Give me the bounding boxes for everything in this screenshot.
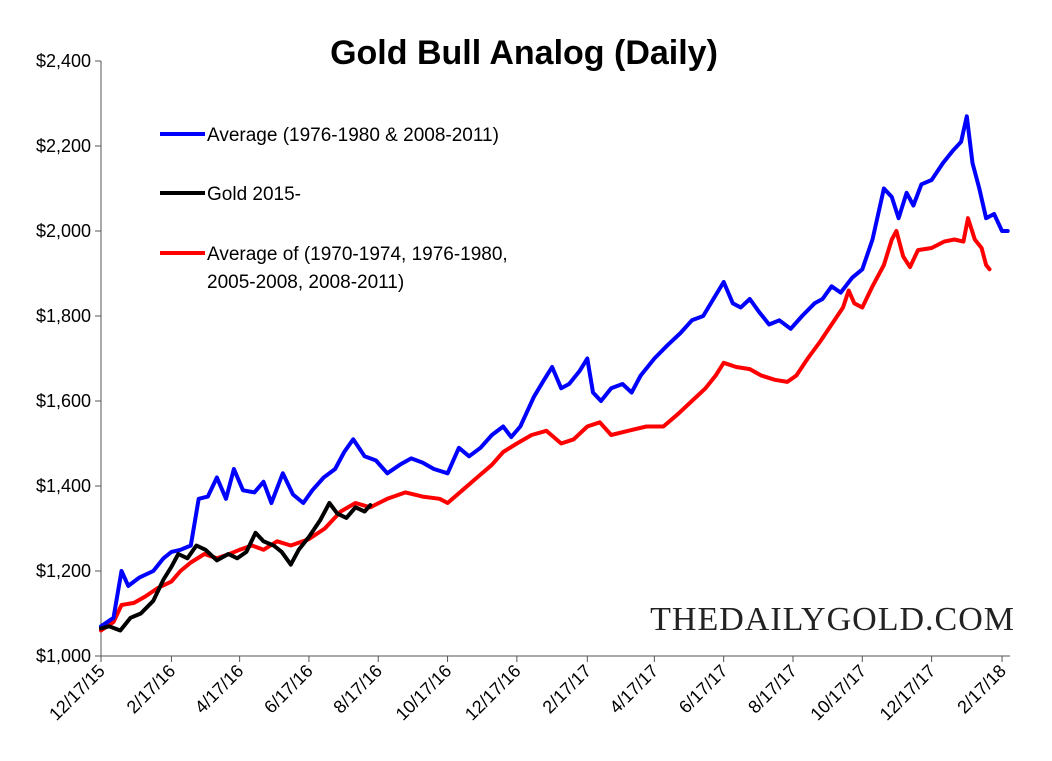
x-tick-label: 6/17/17 [675,661,732,718]
y-tick-label: $2,000 [36,221,91,241]
y-tick-label: $1,600 [36,391,91,411]
y-tick-label: $1,000 [36,646,91,666]
x-tick-label: 12/17/17 [876,661,940,725]
x-tick-label: 8/17/16 [329,661,386,718]
legend-label-gold-2015: Gold 2015- [207,184,301,205]
y-tick-label: $1,800 [36,306,91,326]
x-tick-label: 2/17/18 [953,661,1010,718]
axes [95,60,1010,662]
x-tick-label: 10/17/17 [806,661,870,725]
x-tick-labels: 12/17/15 2/17/16 4/17/16 6/17/16 8/17/16 10/1… [45,661,1010,725]
y-tick-label: $2,200 [36,136,91,156]
series-lines [99,114,1010,633]
y-tick-label: $1,400 [36,476,91,496]
x-tick-label: 12/17/16 [461,661,525,725]
x-tick-label: 4/17/16 [191,661,248,718]
x-tick-label: 2/17/17 [539,661,596,718]
legend-label-average-four-bulls: Average of (1970-1974, 1976-1980, 2005-20… [207,244,508,293]
x-tick-label: 8/17/17 [744,661,801,718]
legend: Average (1976-1980 & 2008-2011) Gold 201… [160,125,508,293]
x-tick-label: 2/17/16 [123,661,180,718]
y-tick-label: $2,400 [36,51,91,71]
x-tick-label: 4/17/17 [606,661,663,718]
x-tick-label: 12/17/15 [45,661,109,725]
y-tick-label: $1,200 [36,561,91,581]
chart-title: Gold Bull Analog (Daily) [330,34,718,72]
series-line-average-1976-2011 [99,114,1010,629]
watermark: THEDAILYGOLD.COM [650,601,1015,638]
y-tick-labels: $1,000 $1,200 $1,400 $1,600 $1,800 $2,000 $2,2… [36,51,91,666]
series-line-gold-2015 [99,501,373,633]
x-tick-label: 10/17/16 [392,661,456,725]
x-tick-label: 6/17/16 [260,661,317,718]
series-line-average-four-bulls [99,216,992,633]
legend-label-average-1976-2011: Average (1976-1980 & 2008-2011) [207,125,499,146]
